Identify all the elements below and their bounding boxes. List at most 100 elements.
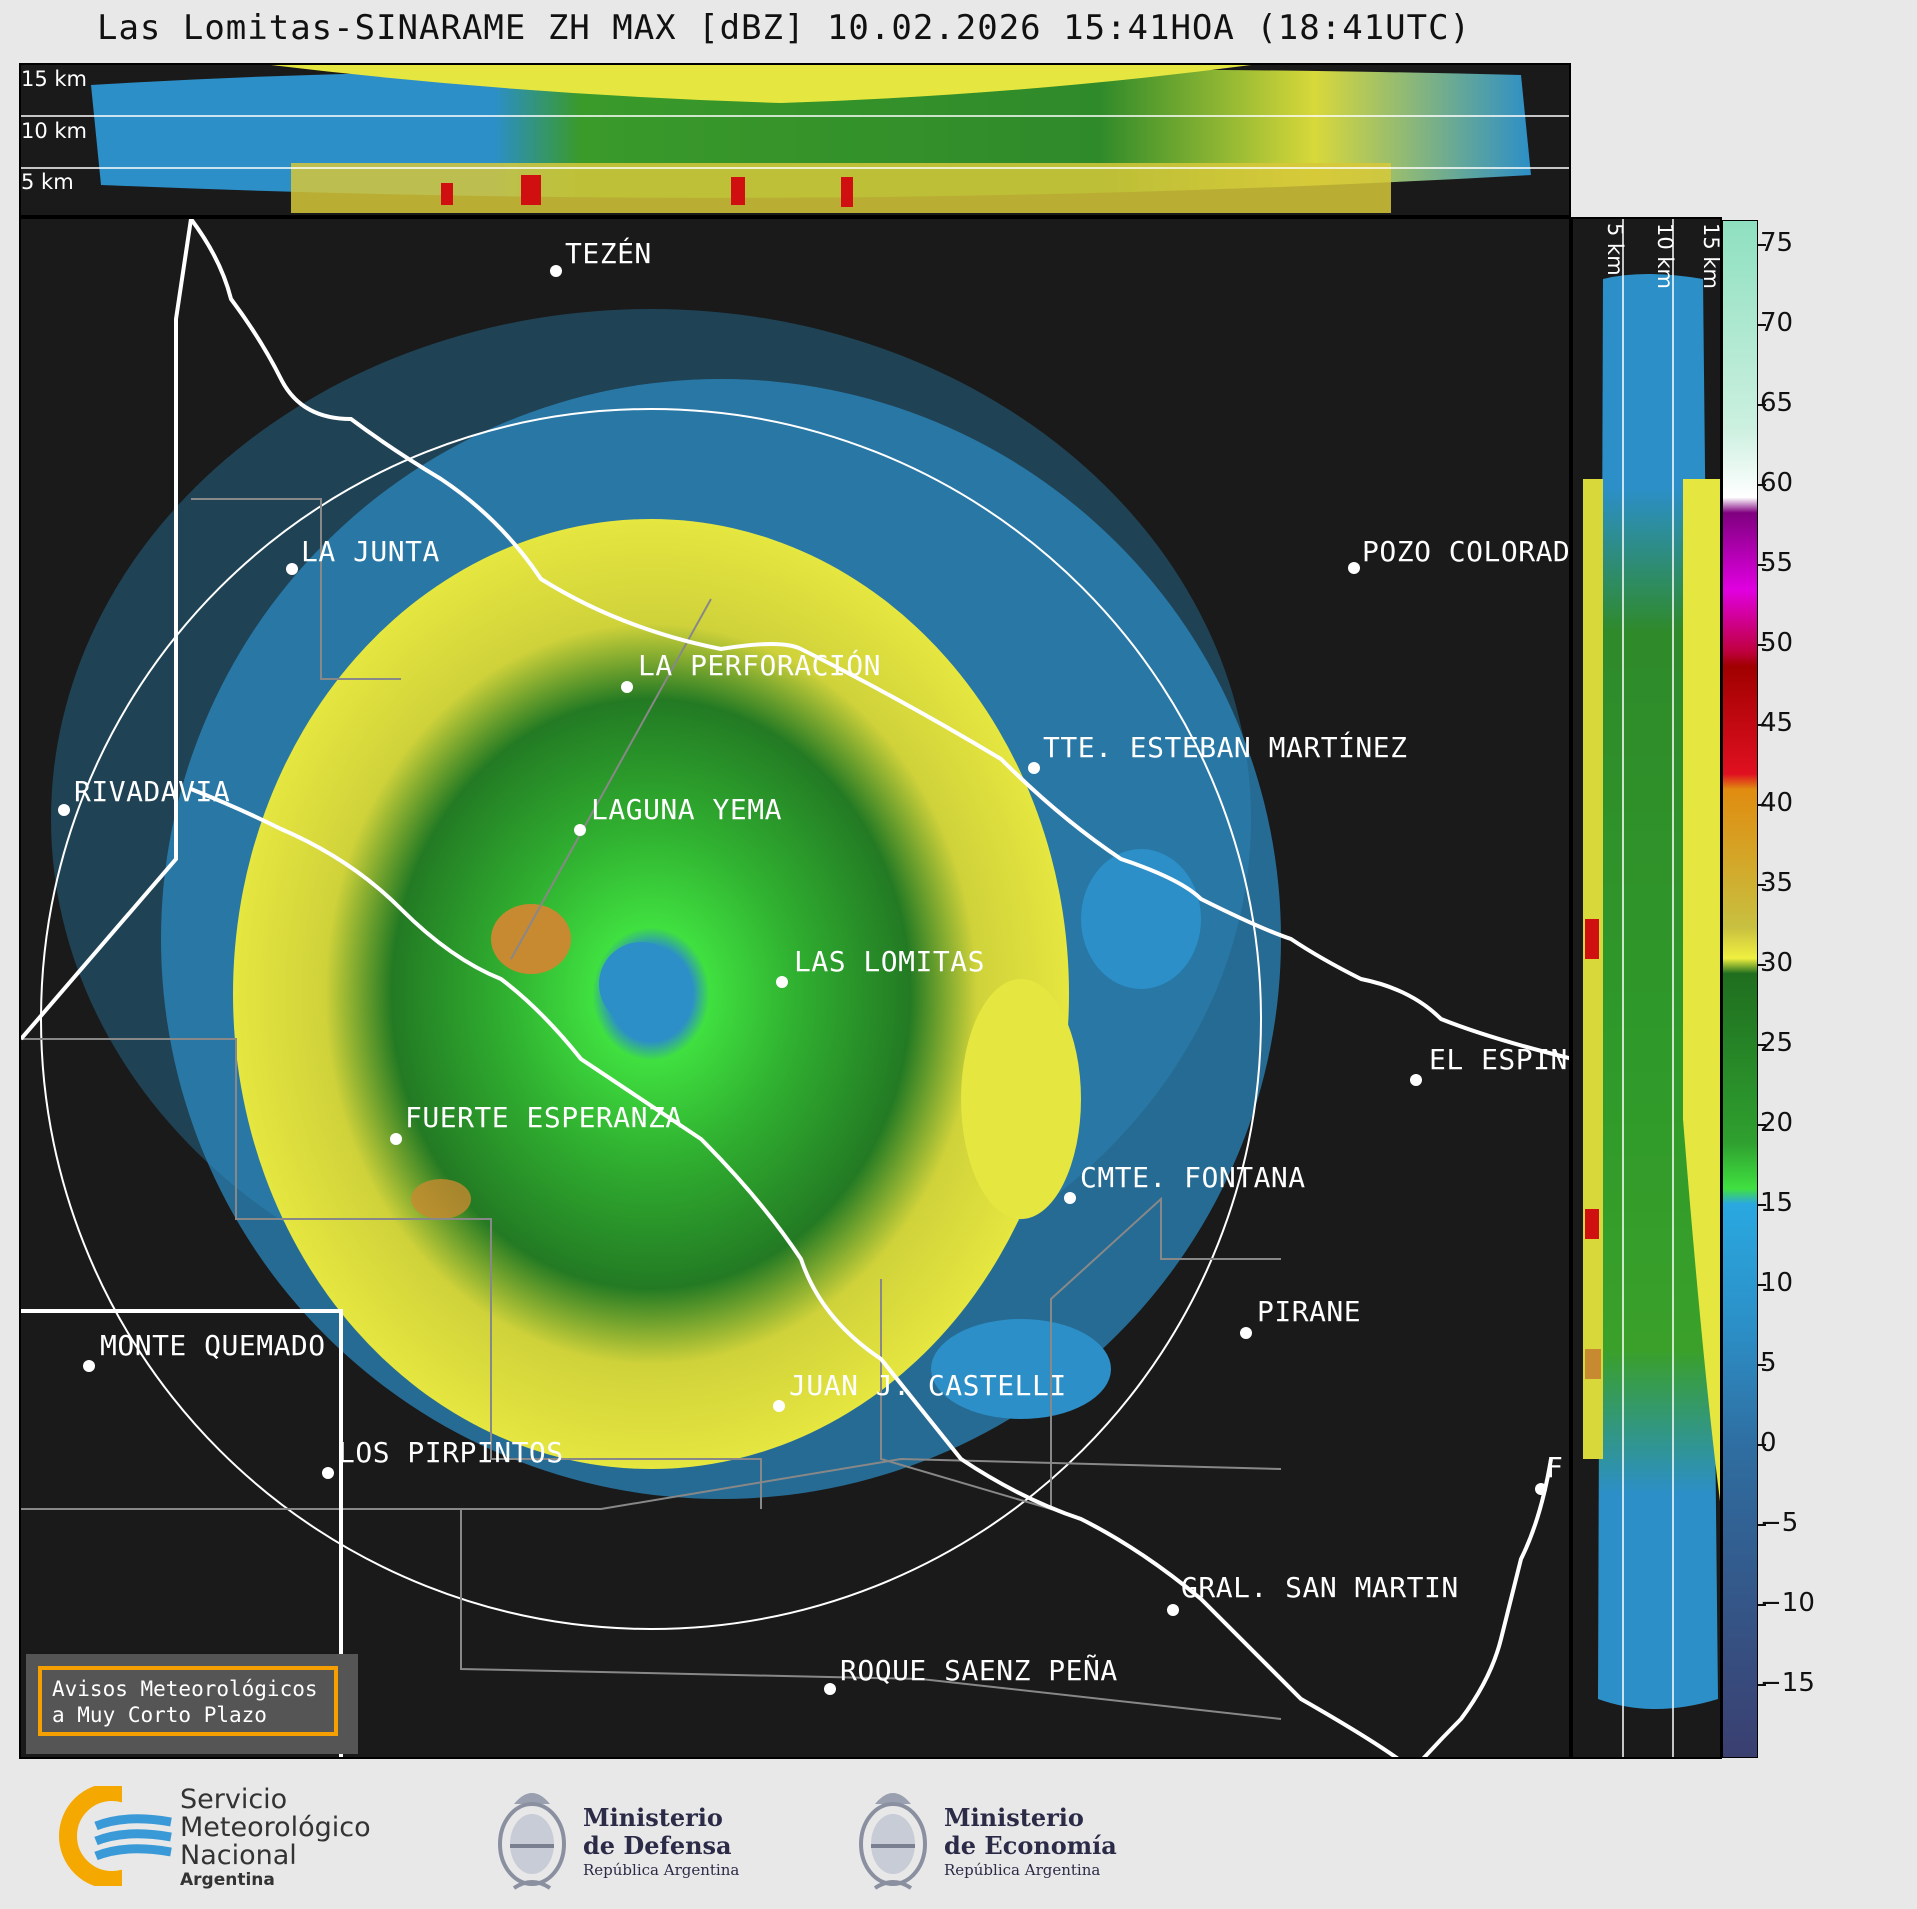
place-label-las-lomitas: LAS LOMITAS — [794, 945, 985, 978]
economia-text: Ministerio de Economía — [944, 1804, 1117, 1860]
colorbar-tick-mark — [1758, 1604, 1766, 1606]
colorbar-tick-20: 20 — [1760, 1108, 1794, 1138]
smn-line-3: Nacional — [180, 1840, 297, 1871]
smn-logo — [56, 1783, 182, 1889]
warning-line-1: Avisos Meteorológicos — [52, 1677, 318, 1701]
side-alt-label-5: 5 km — [1603, 223, 1627, 276]
place-dot-la-junta — [286, 563, 298, 575]
colorbar-tick-mark — [1758, 1124, 1766, 1126]
place-label-monte-quemado: MONTE QUEMADO — [100, 1329, 326, 1362]
place-dot-gral-san-martin — [1167, 1604, 1179, 1616]
colorbar-tick-mark — [1758, 1524, 1766, 1526]
coat-of-arms-icon — [859, 1793, 927, 1890]
side-cross-section-echo — [1583, 219, 1720, 1757]
place-dot-las-lomitas — [776, 976, 788, 988]
smn-line-1: Servicio — [180, 1784, 288, 1815]
place-label-roque-saenz-pena: ROQUE SAENZ PEÑA — [840, 1654, 1118, 1687]
place-label-gral-san-martin: GRAL. SAN MARTIN — [1181, 1571, 1459, 1604]
colorbar-tick-mark — [1758, 1044, 1766, 1046]
place-label-la-junta: LA JUNTA — [301, 535, 440, 568]
colorbar-tick-45: 45 — [1760, 708, 1794, 738]
place-dot-los-pirpintos — [322, 1467, 334, 1479]
colorbar-tick-25: 25 — [1760, 1028, 1794, 1058]
place-label-los-pirpintos: LOS PIRPINTOS — [338, 1436, 564, 1469]
place-dot-pirane — [1240, 1327, 1252, 1339]
colorbar-tick-75: 75 — [1760, 228, 1794, 258]
place-label-juan-j-castelli: JUAN J. CASTELLI — [789, 1369, 1067, 1402]
place-label-tte-esteban-martinez: TTE. ESTEBAN MARTÍNEZ — [1043, 731, 1408, 764]
colorbar-tick-mark — [1758, 724, 1766, 726]
colorbar-tick-65: 65 — [1760, 388, 1794, 418]
colorbar-tick-70: 70 — [1760, 308, 1794, 338]
place-dot-el-espinillo — [1410, 1074, 1422, 1086]
economia-seal-icon — [855, 1776, 931, 1896]
colorbar-tick-mark — [1758, 564, 1766, 566]
place-dot-laguna-yema — [574, 824, 586, 836]
colorbar-tick-mark — [1758, 324, 1766, 326]
colorbar-tick-mark — [1758, 804, 1766, 806]
colorbar-tick-50: 50 — [1760, 628, 1794, 658]
smn-line-4: Argentina — [180, 1870, 275, 1890]
place-dot-tezen — [550, 265, 562, 277]
place-label-rivadavia: RIVADAVIA — [74, 775, 231, 808]
colorbar-tick-mark — [1758, 964, 1766, 966]
colorbar-tick-minus10: −10 — [1760, 1588, 1815, 1618]
place-label-f: F — [1546, 1451, 1564, 1484]
place-dot-juan-j-castelli — [773, 1400, 785, 1412]
colorbar-tick-10: 10 — [1760, 1268, 1794, 1298]
defensa-line-2: de Defensa — [583, 1831, 732, 1860]
defensa-sub: República Argentina — [583, 1861, 740, 1879]
colorbar-tick-mark — [1758, 484, 1766, 486]
radar-map-panel[interactable]: TEZÉN LA JUNTA POZO COLORAD LA PERFORACI… — [19, 217, 1571, 1759]
colorbar-tick-35: 35 — [1760, 868, 1794, 898]
side-alt-label-10: 10 km — [1653, 223, 1677, 290]
defensa-line-1: Ministerio — [583, 1803, 723, 1832]
colorbar-tick-mark — [1758, 404, 1766, 406]
defensa-text: Ministerio de Defensa — [583, 1804, 732, 1860]
place-dot-monte-quemado — [83, 1360, 95, 1372]
place-label-el-espinillo: EL ESPIN — [1429, 1043, 1568, 1076]
place-label-la-perforacion: LA PERFORACIÓN — [638, 649, 882, 682]
top-cross-section-panel: 15 km 10 km 5 km — [19, 63, 1571, 217]
radar-echo-layer — [21, 219, 1569, 1757]
smn-logo-icon — [59, 1783, 182, 1889]
smn-line-2: Meteorológico — [180, 1812, 371, 1843]
place-label-pirane: PIRANE — [1257, 1295, 1362, 1328]
colorbar-tick-40: 40 — [1760, 788, 1794, 818]
economia-line-1: Ministerio — [944, 1803, 1084, 1832]
reflectivity-colorbar — [1722, 220, 1758, 1758]
colorbar-tick-minus15: −15 — [1760, 1668, 1815, 1698]
place-dot-tte-esteban-martinez — [1028, 762, 1040, 774]
colorbar-tick-mark — [1758, 244, 1766, 246]
place-dot-f — [1535, 1483, 1547, 1495]
place-label-tezen: TEZÉN — [565, 237, 652, 270]
place-dot-fuerte-esperanza — [390, 1133, 402, 1145]
economia-sub: República Argentina — [944, 1861, 1101, 1879]
place-dot-cmte-fontana — [1064, 1192, 1076, 1204]
colorbar-tick-mark — [1758, 1684, 1766, 1686]
warning-label: Avisos Meteorológicos a Muy Corto Plazo — [38, 1666, 338, 1736]
place-dot-rivadavia — [58, 804, 70, 816]
colorbar-tick-60: 60 — [1760, 468, 1794, 498]
colorbar-tick-5: 5 — [1760, 1348, 1777, 1378]
place-dot-roque-saenz-pena — [824, 1683, 836, 1695]
place-dot-la-perforacion — [621, 681, 633, 693]
place-label-fuerte-esperanza: FUERTE ESPERANZA — [405, 1101, 683, 1134]
side-alt-label-15: 15 km — [1699, 223, 1722, 290]
colorbar-gradient — [1723, 221, 1757, 1757]
colorbar-tick-minus5: −5 — [1760, 1508, 1799, 1538]
colorbar-tick-mark — [1758, 1284, 1766, 1286]
colorbar-tick-mark — [1758, 644, 1766, 646]
smn-logo-text: Servicio Meteorológico Nacional Argentin… — [180, 1784, 371, 1891]
place-label-laguna-yema: LAGUNA YEMA — [591, 793, 782, 826]
economia-line-2: de Economía — [944, 1831, 1117, 1860]
colorbar-tick-55: 55 — [1760, 548, 1794, 578]
colorbar-tick-30: 30 — [1760, 948, 1794, 978]
side-cross-section-panel: 5 km 10 km 15 km — [1571, 217, 1722, 1759]
colorbar-tick-15: 15 — [1760, 1188, 1794, 1218]
place-label-pozo-colorado: POZO COLORAD — [1362, 535, 1571, 568]
colorbar-tick-mark — [1758, 1444, 1766, 1446]
top-alt-label-5: 5 km — [21, 170, 74, 194]
warning-line-2: a Muy Corto Plazo — [52, 1703, 267, 1727]
warning-box[interactable]: Avisos Meteorológicos a Muy Corto Plazo — [26, 1654, 358, 1754]
